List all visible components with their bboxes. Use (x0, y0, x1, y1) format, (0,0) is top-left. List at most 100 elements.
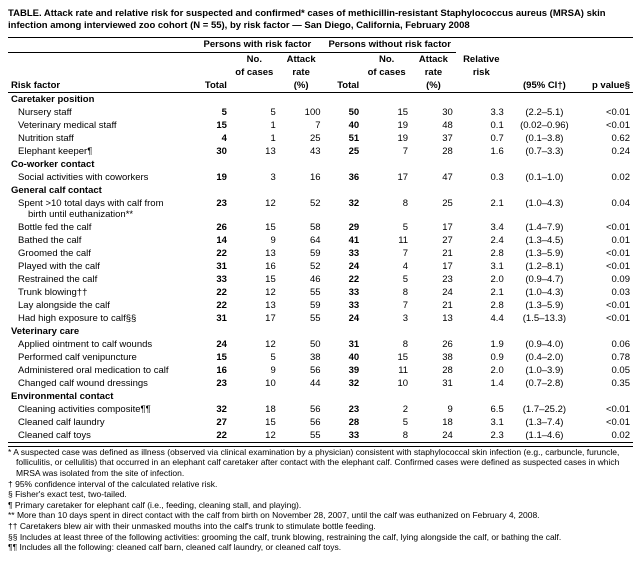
cell-t2: 40 (324, 119, 363, 132)
table-row: Elephant keeper¶301343257281.6(0.7–3.3)0… (8, 145, 633, 158)
cell-t2: 51 (324, 132, 363, 145)
cell-p: 0.02 (582, 171, 633, 184)
table-row: Applied ointment to calf wounds241250318… (8, 338, 633, 351)
cell-rf: Trunk blowing†† (8, 286, 191, 299)
footnote: ** More than 10 days spent in direct con… (8, 510, 633, 521)
cell-a1: 56 (279, 416, 324, 429)
footnote: ¶¶ Includes all the following: cleaned c… (8, 542, 633, 553)
hdr-ar1-mid: rate (279, 66, 324, 79)
cell-n2: 19 (362, 119, 411, 132)
cell-t1: 19 (191, 171, 230, 184)
hdr-total1-mid (191, 66, 230, 79)
cell-p: 0.04 (582, 197, 633, 221)
cell-ci: (1.1–4.6) (507, 429, 582, 443)
cell-a1: 100 (279, 106, 324, 119)
table-title: TABLE. Attack rate and relative risk for… (8, 8, 633, 33)
table-row: Performed calf venipuncture155384015380.… (8, 351, 633, 364)
cell-p: <0.01 (582, 119, 633, 132)
footnote: §§ Includes at least three of the follow… (8, 532, 633, 543)
cell-t1: 27 (191, 416, 230, 429)
cell-a1: 44 (279, 377, 324, 390)
cell-rr: 0.7 (456, 132, 507, 145)
cell-rf: Social activities with coworkers (8, 171, 191, 184)
cell-a1: 58 (279, 221, 324, 234)
hdr-blank2 (456, 37, 507, 52)
cell-rr: 1.4 (456, 377, 507, 390)
cell-t1: 31 (191, 260, 230, 273)
cell-rf: Nutrition staff (8, 132, 191, 145)
cell-t2: 25 (324, 145, 363, 158)
section-label: Environmental contact (8, 390, 633, 403)
hdr-blank4 (582, 37, 633, 52)
hdr-no2-top: No. (362, 52, 411, 66)
cell-n1: 1 (230, 119, 279, 132)
cell-a1: 43 (279, 145, 324, 158)
cell-p: 0.24 (582, 145, 633, 158)
cell-rr: 1.6 (456, 145, 507, 158)
hdr-rf-top (8, 52, 191, 66)
hdr-total1: Total (191, 79, 230, 93)
cell-t2: 32 (324, 197, 363, 221)
cell-t2: 40 (324, 351, 363, 364)
cell-a1: 59 (279, 247, 324, 260)
cell-t1: 31 (191, 312, 230, 325)
hdr-riskfactor: Risk factor (8, 79, 191, 93)
cell-a2: 17 (411, 260, 456, 273)
cell-t2: 41 (324, 234, 363, 247)
cell-rr: 0.1 (456, 119, 507, 132)
cell-n1: 15 (230, 273, 279, 286)
cell-a2: 9 (411, 403, 456, 416)
cell-ci: (0.7–2.8) (507, 377, 582, 390)
cell-t2: 33 (324, 299, 363, 312)
cell-a2: 27 (411, 234, 456, 247)
cell-a2: 38 (411, 351, 456, 364)
cell-a1: 56 (279, 364, 324, 377)
cell-a2: 21 (411, 247, 456, 260)
section-header: Environmental contact (8, 390, 633, 403)
hdr-rr-top: Relative (456, 52, 507, 66)
table-row: Bottle fed the calf261558295173.4(1.4–7.… (8, 221, 633, 234)
hdr-ar1-top: Attack (279, 52, 324, 66)
cell-t1: 33 (191, 273, 230, 286)
cell-p: 0.05 (582, 364, 633, 377)
cell-rr: 1.9 (456, 338, 507, 351)
cell-ci: (1.2–8.1) (507, 260, 582, 273)
cell-a1: 16 (279, 171, 324, 184)
cell-n1: 12 (230, 286, 279, 299)
cell-n2: 4 (362, 260, 411, 273)
cell-rf: Bottle fed the calf (8, 221, 191, 234)
cell-n1: 9 (230, 234, 279, 247)
cell-rf: Bathed the calf (8, 234, 191, 247)
hdr-ci: (95% CI†) (507, 79, 582, 93)
hdr-group-with: Persons with risk factor (191, 37, 323, 52)
cell-n1: 13 (230, 247, 279, 260)
cell-rf: Spent >10 total days with calf frombirth… (8, 197, 191, 221)
cell-p: <0.01 (582, 221, 633, 234)
cell-t1: 4 (191, 132, 230, 145)
cell-n1: 9 (230, 364, 279, 377)
cell-t2: 24 (324, 312, 363, 325)
cell-t2: 33 (324, 247, 363, 260)
cell-ci: (1.3–5.9) (507, 247, 582, 260)
cell-t1: 22 (191, 429, 230, 443)
cell-t1: 22 (191, 299, 230, 312)
cell-n2: 19 (362, 132, 411, 145)
footnote: ¶ Primary caretaker for elephant calf (i… (8, 500, 633, 511)
cell-t1: 22 (191, 286, 230, 299)
section-label: Co-worker contact (8, 158, 633, 171)
cell-n1: 1 (230, 132, 279, 145)
cell-rr: 3.1 (456, 260, 507, 273)
cell-ci: (1.0–4.3) (507, 197, 582, 221)
table-row: Lay alongside the calf221359337212.8(1.3… (8, 299, 633, 312)
cell-a1: 38 (279, 351, 324, 364)
cell-a2: 21 (411, 299, 456, 312)
table-row: Groomed the calf221359337212.8(1.3–5.9)<… (8, 247, 633, 260)
cell-a1: 7 (279, 119, 324, 132)
hdr-total2-mid (324, 66, 363, 79)
cell-rr: 2.0 (456, 364, 507, 377)
cell-p: 0.01 (582, 234, 633, 247)
cell-ci: (1.7–25.2) (507, 403, 582, 416)
cell-rf: Lay alongside the calf (8, 299, 191, 312)
hdr-group-without: Persons without risk factor (324, 37, 456, 52)
data-table: Persons with risk factor Persons without… (8, 37, 633, 443)
